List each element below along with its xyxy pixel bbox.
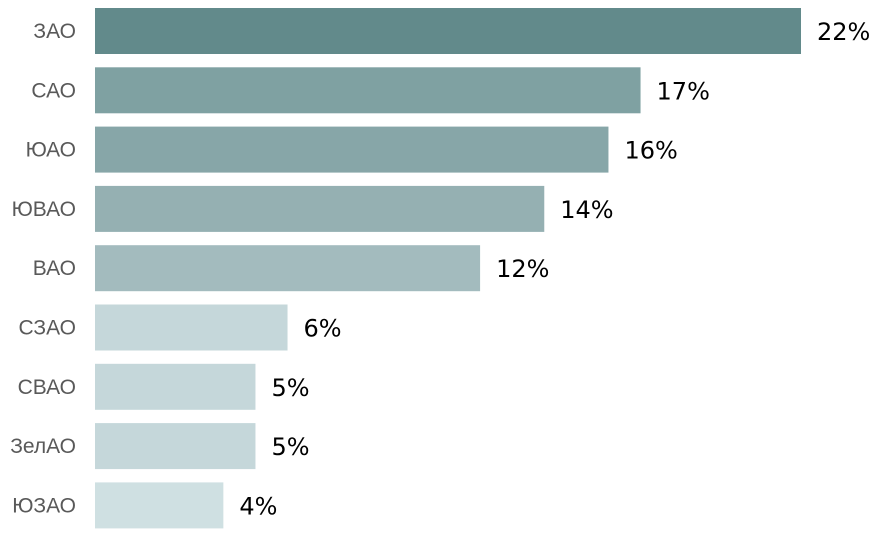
category-label: САО — [31, 79, 76, 102]
value-label: 22% — [817, 18, 870, 46]
bar — [95, 482, 224, 529]
bar — [95, 423, 256, 470]
value-label: 14% — [560, 196, 613, 224]
bars-layer — [95, 8, 801, 529]
bar — [95, 126, 609, 173]
category-label: СВАО — [18, 376, 76, 399]
bar — [95, 67, 641, 114]
bar — [95, 8, 801, 54]
category-label: СЗАО — [19, 317, 77, 340]
value-label: 12% — [496, 255, 549, 283]
bar — [95, 185, 545, 232]
value-label: 5% — [271, 433, 309, 461]
category-labels-layer: ЗАО САО ЮАО ЮВАО ВАО СЗАО СВАО ЗелАО ЮЗАО — [10, 20, 76, 517]
bar — [95, 304, 288, 351]
value-label: 4% — [239, 492, 277, 520]
category-label: ЮАО — [26, 139, 76, 162]
value-label: 6% — [304, 315, 342, 343]
bar — [95, 245, 481, 292]
category-label: ЗелАО — [10, 435, 76, 458]
bar — [95, 363, 256, 410]
category-label: ВАО — [33, 257, 76, 280]
category-label: ЮВАО — [12, 198, 76, 221]
value-label: 16% — [624, 137, 677, 165]
category-label: ЗАО — [33, 20, 76, 43]
value-labels-layer: 22% 17% 16% 14% 12% 6% 5% 5% 4% — [239, 18, 870, 520]
category-label: ЮЗАО — [12, 494, 76, 517]
value-label: 17% — [657, 77, 710, 105]
value-label: 5% — [271, 374, 309, 402]
